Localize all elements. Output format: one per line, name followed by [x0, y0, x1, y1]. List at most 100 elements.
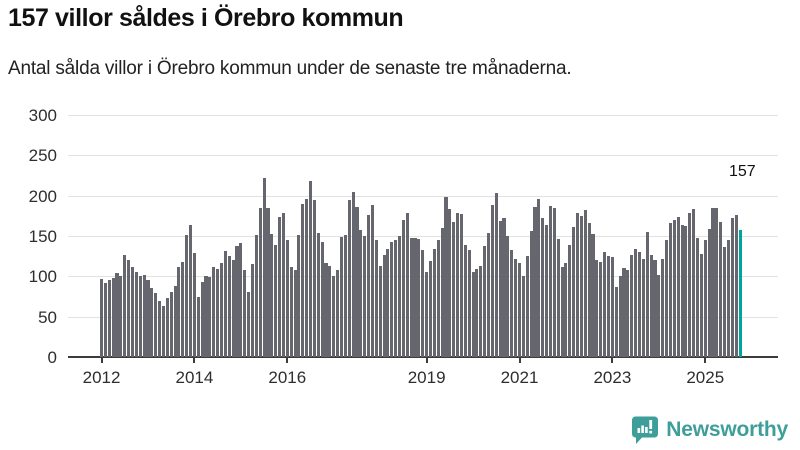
- bar: [231, 260, 235, 357]
- gridline: [68, 155, 778, 157]
- bar: [134, 272, 138, 357]
- bar: [676, 217, 680, 357]
- bar: [723, 247, 727, 357]
- bar: [161, 306, 165, 357]
- page-title: 157 villor såldes i Örebro kommun: [8, 4, 404, 32]
- bar: [324, 263, 328, 357]
- bar: [266, 208, 270, 357]
- bar: [603, 252, 607, 357]
- bar: [610, 257, 614, 357]
- bar: [370, 205, 374, 357]
- x-axis-tick: [611, 357, 614, 363]
- bar: [204, 276, 208, 357]
- bar: [343, 235, 347, 357]
- bar: [498, 221, 502, 357]
- bar: [192, 253, 196, 357]
- x-axis-tick: [704, 357, 707, 363]
- bar: [158, 301, 162, 357]
- bar: [332, 276, 336, 357]
- bar: [440, 228, 444, 357]
- bar: [138, 276, 142, 357]
- bar: [707, 229, 711, 357]
- bar: [270, 234, 274, 357]
- x-axis-tick-label: 2021: [500, 368, 539, 387]
- newsworthy-logo[interactable]: Newsworthy: [631, 414, 788, 446]
- bar: [726, 240, 731, 357]
- bar: [243, 270, 247, 357]
- bar: [657, 275, 661, 357]
- bar: [545, 225, 549, 357]
- bar: [653, 260, 657, 357]
- bar: [467, 250, 471, 357]
- bar: [448, 209, 452, 357]
- bar: [599, 262, 603, 357]
- bar: [417, 239, 421, 357]
- bar: [374, 240, 378, 357]
- bar: [502, 218, 506, 357]
- bar: [397, 236, 402, 357]
- bar: [436, 240, 440, 357]
- bar: [421, 250, 425, 357]
- bar: [576, 213, 580, 357]
- bar: [382, 255, 386, 357]
- y-axis-tick-label: 150: [28, 227, 57, 246]
- bar: [154, 293, 158, 357]
- bar: [254, 235, 258, 357]
- bar: [452, 222, 456, 357]
- bar: [378, 266, 382, 357]
- bar: [169, 292, 173, 357]
- x-axis-line: [68, 356, 778, 358]
- bar: [208, 277, 212, 357]
- bar: [719, 222, 723, 357]
- bar: [494, 193, 498, 357]
- bar: [630, 255, 634, 357]
- bar: [521, 276, 525, 357]
- bar: [401, 220, 405, 357]
- bar: [285, 240, 289, 357]
- bar: [130, 267, 135, 357]
- bar: [100, 279, 104, 357]
- bar: [684, 226, 688, 357]
- bar: [425, 272, 429, 357]
- bar: [216, 269, 220, 357]
- bar: [223, 251, 227, 357]
- bar: [297, 235, 301, 357]
- bar: [281, 213, 285, 357]
- bar: [278, 217, 282, 357]
- bar: [115, 273, 119, 357]
- bar: [614, 287, 618, 357]
- bar: [680, 225, 684, 357]
- x-axis-tick-label: 2012: [82, 368, 121, 387]
- bar: [533, 207, 537, 357]
- bar: [556, 239, 560, 357]
- bar: [703, 240, 707, 357]
- x-axis-tick-label: 2019: [407, 368, 446, 387]
- bar: [347, 200, 351, 357]
- bar: [583, 210, 587, 357]
- bar: [409, 238, 413, 357]
- bar: [595, 260, 599, 357]
- newsworthy-wordmark: Newsworthy: [666, 418, 788, 441]
- bar-highlighted: [738, 230, 742, 357]
- bar: [150, 288, 154, 357]
- y-axis-tick-label: 200: [28, 186, 57, 206]
- bar: [537, 199, 541, 357]
- bar: [622, 268, 626, 357]
- bar: [428, 261, 433, 357]
- gridline: [68, 236, 778, 237]
- y-axis-tick-label: 0: [47, 348, 57, 367]
- bar: [339, 237, 344, 357]
- bar: [355, 207, 359, 357]
- bar: [734, 215, 738, 357]
- bar: [312, 200, 316, 357]
- bar: [359, 230, 363, 357]
- bar: [305, 199, 309, 357]
- bar: [127, 260, 131, 357]
- bar: [301, 204, 305, 357]
- bar: [618, 276, 622, 357]
- bar: [506, 236, 510, 357]
- bar: [111, 278, 115, 357]
- bar: [146, 280, 150, 357]
- bar: [235, 246, 239, 357]
- bar: [514, 259, 518, 357]
